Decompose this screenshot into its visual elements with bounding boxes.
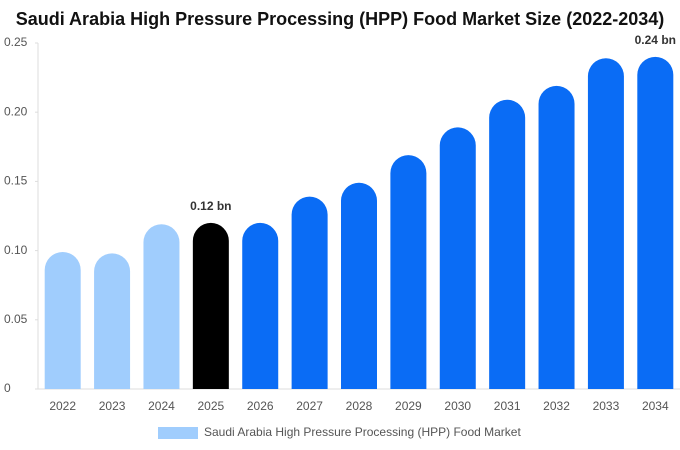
x-tick-label: 2022 (49, 399, 76, 413)
x-tick-label: 2024 (148, 399, 175, 413)
bar (489, 99, 526, 389)
legend-swatch (158, 427, 198, 439)
bar (143, 224, 180, 389)
x-tick-label: 2033 (593, 399, 620, 413)
data-label: 0.12 bn (190, 199, 231, 213)
x-tick-label: 2034 (642, 399, 669, 413)
chart-title: Saudi Arabia High Pressure Processing (H… (16, 9, 665, 29)
y-tick-label: 0 (4, 381, 11, 395)
bar (439, 127, 476, 389)
bar (341, 182, 377, 389)
bar (242, 222, 279, 389)
legend-label: Saudi Arabia High Pressure Processing (H… (204, 425, 521, 439)
bar (291, 196, 328, 389)
bar (94, 253, 131, 389)
data-label: 0.24 bn (635, 33, 676, 47)
y-tick-label: 0.20 (4, 104, 28, 118)
y-tick-label: 0.15 (4, 174, 28, 188)
bar (538, 85, 575, 390)
bar (192, 222, 229, 389)
bar (390, 155, 427, 389)
bar (587, 58, 624, 390)
x-tick-label: 2030 (444, 399, 471, 413)
y-tick-label: 0.25 (4, 35, 28, 49)
x-tick-label: 2031 (494, 399, 521, 413)
x-tick-label: 2025 (197, 399, 224, 413)
x-tick-label: 2027 (296, 399, 323, 413)
y-tick-label: 0.10 (4, 243, 28, 257)
x-tick-label: 2032 (543, 399, 570, 413)
bar (637, 56, 674, 390)
x-tick-label: 2029 (395, 399, 422, 413)
bar (44, 251, 81, 389)
y-tick-label: 0.05 (4, 312, 28, 326)
x-tick-label: 2026 (247, 399, 274, 413)
x-tick-label: 2023 (99, 399, 126, 413)
x-tick-label: 2028 (346, 399, 373, 413)
